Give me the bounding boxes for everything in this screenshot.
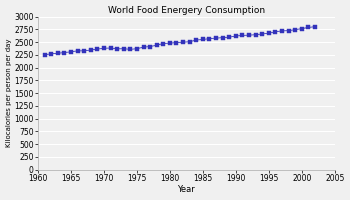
Title: World Food Energery Consumption: World Food Energery Consumption — [108, 6, 265, 15]
Y-axis label: Kilocalories per person per day: Kilocalories per person per day — [6, 39, 12, 147]
X-axis label: Year: Year — [177, 185, 195, 194]
